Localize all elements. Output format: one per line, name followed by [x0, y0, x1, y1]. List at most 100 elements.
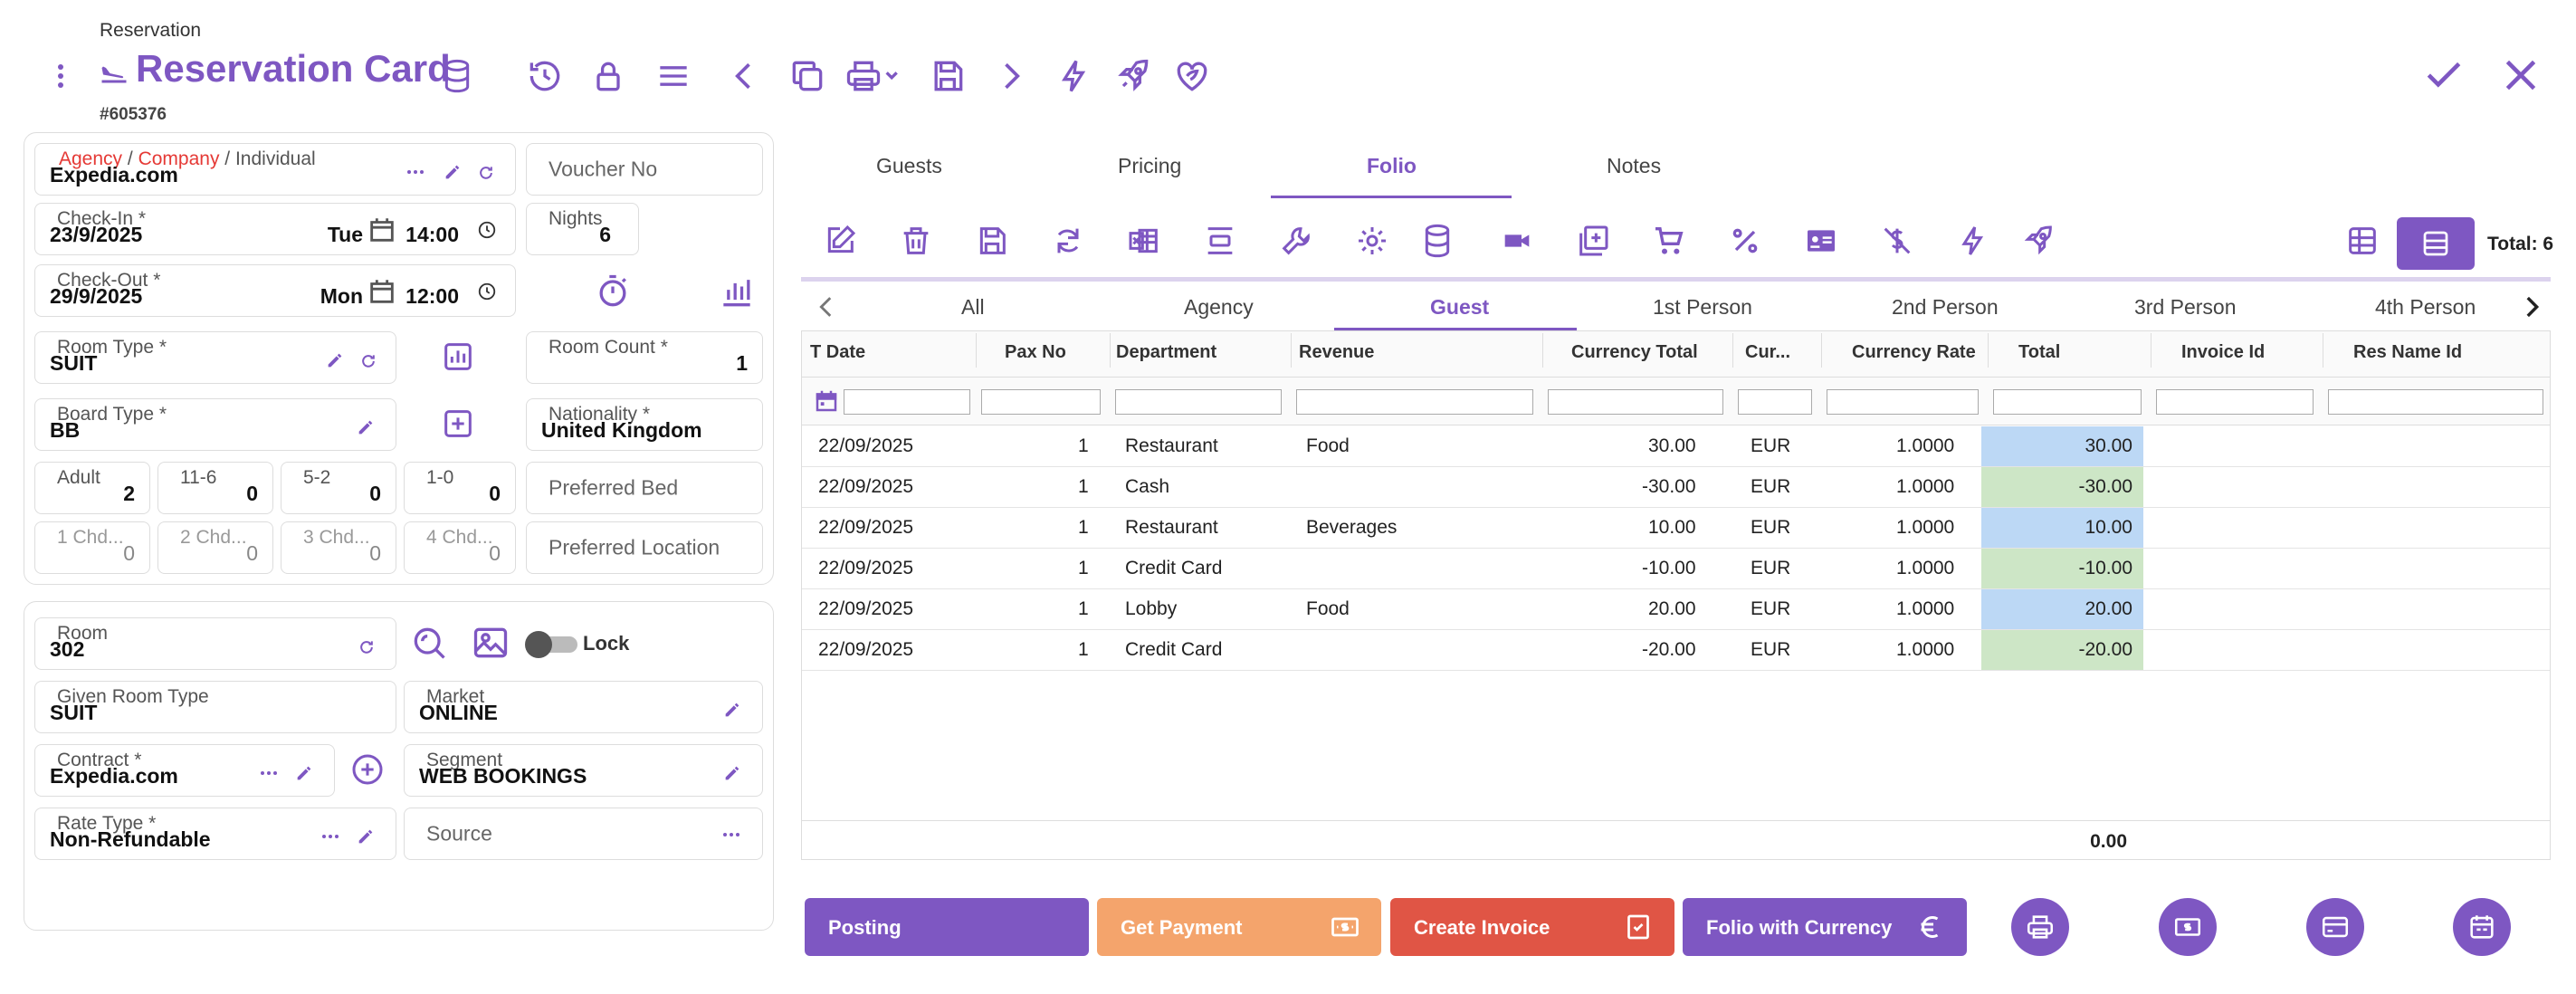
flash-icon[interactable]: [1955, 223, 1991, 259]
table-row[interactable]: 10.00 22/09/2025 1 Restaurant Beverages …: [802, 508, 2550, 549]
video-icon[interactable]: [1499, 223, 1535, 259]
more-menu-icon[interactable]: [47, 58, 74, 94]
ellipsis-icon[interactable]: [406, 167, 425, 177]
nights-field[interactable]: Nights 6: [526, 203, 639, 255]
subtab-agency[interactable]: Agency: [1184, 295, 1254, 319]
room-type-field[interactable]: Room Type * SUIT: [34, 331, 396, 384]
table-row[interactable]: -30.00 22/09/2025 1 Cash -30.00 EUR 1.00…: [802, 467, 2550, 508]
edit-pencil-icon[interactable]: [722, 763, 742, 783]
cart-icon[interactable]: [1651, 223, 1687, 259]
lock-icon[interactable]: [588, 56, 628, 96]
refresh-icon[interactable]: [358, 638, 376, 656]
id-card-icon[interactable]: [1803, 223, 1839, 259]
bar-chart-icon[interactable]: [717, 272, 757, 311]
child-11-6-field[interactable]: 11-6 0: [157, 462, 273, 514]
money-off-icon[interactable]: [1879, 223, 1915, 259]
print-button[interactable]: [2011, 898, 2069, 956]
align-icon[interactable]: [1202, 223, 1238, 259]
ellipsis-icon[interactable]: [722, 830, 740, 839]
copy-icon[interactable]: [787, 56, 827, 96]
subtab-next-icon[interactable]: [2516, 292, 2547, 322]
nationality-field[interactable]: Nationality * United Kingdom: [526, 398, 763, 451]
rocket-icon[interactable]: [1113, 56, 1153, 96]
edit-pencil-icon[interactable]: [356, 827, 376, 846]
clock-icon[interactable]: [477, 220, 497, 240]
filter-invoice-id[interactable]: [2156, 389, 2314, 415]
database-icon[interactable]: [439, 58, 475, 94]
preferred-location-input[interactable]: Preferred Location: [526, 521, 763, 574]
child-4-field[interactable]: 4 Chd... 0: [404, 521, 516, 574]
room-field[interactable]: Room 302: [34, 617, 396, 670]
given-room-type-field[interactable]: Given Room Type SUIT: [34, 681, 396, 733]
tab-notes[interactable]: Notes: [1607, 154, 1662, 177]
ellipsis-icon[interactable]: [321, 832, 339, 841]
clock-icon[interactable]: [477, 282, 497, 301]
list-view-button[interactable]: [2397, 217, 2475, 270]
column-header-total[interactable]: Total: [2018, 342, 2061, 362]
cash-payment-button[interactable]: [2159, 898, 2217, 956]
save-icon[interactable]: [928, 56, 968, 96]
source-input[interactable]: Source: [404, 808, 763, 860]
chevron-right-icon[interactable]: [991, 56, 1031, 96]
segment-field[interactable]: Segment WEB BOOKINGS: [404, 744, 763, 797]
delete-icon[interactable]: [898, 223, 934, 259]
column-header-currency-rate[interactable]: Currency Rate: [1852, 342, 1976, 362]
rocket-icon[interactable]: [2020, 223, 2056, 259]
board-type-field[interactable]: Board Type * BB: [34, 398, 396, 451]
edit-pencil-icon[interactable]: [325, 350, 345, 370]
column-header-paxno[interactable]: Pax No: [1005, 342, 1066, 362]
column-header-invoice-id[interactable]: Invoice Id: [2181, 342, 2266, 362]
lock-toggle[interactable]: [525, 630, 579, 658]
database-icon[interactable]: [1419, 223, 1455, 259]
statement-button[interactable]: [2453, 898, 2511, 956]
market-field[interactable]: Market ONLINE: [404, 681, 763, 733]
ellipsis-icon[interactable]: [260, 769, 278, 778]
table-row[interactable]: -10.00 22/09/2025 1 Credit Card -10.00 E…: [802, 549, 2550, 589]
create-invoice-button[interactable]: Create Invoice: [1390, 898, 1674, 956]
column-header-res-name-id[interactable]: Res Name Id: [2353, 342, 2463, 362]
filter-currency-total[interactable]: [1548, 389, 1723, 415]
tab-pricing[interactable]: Pricing: [1118, 154, 1182, 177]
column-header-department[interactable]: Department: [1116, 342, 1217, 362]
close-icon[interactable]: [2498, 53, 2543, 98]
column-header-currency-total[interactable]: Currency Total: [1571, 342, 1698, 362]
subtab-guest[interactable]: Guest: [1430, 295, 1490, 319]
subtab-prev-icon[interactable]: [811, 292, 842, 322]
subtab-3rd-person[interactable]: 3rd Person: [2134, 295, 2237, 319]
child-2-field[interactable]: 2 Chd... 0: [157, 521, 273, 574]
image-icon[interactable]: [471, 623, 510, 663]
checkout-time[interactable]: 12:00: [405, 284, 459, 308]
voucher-input[interactable]: Voucher No: [526, 143, 763, 196]
column-header-revenue[interactable]: Revenue: [1299, 342, 1375, 362]
tab-guests[interactable]: Guests: [876, 154, 942, 177]
agency-option[interactable]: Agency: [59, 148, 123, 169]
settings-icon[interactable]: [1354, 223, 1390, 259]
column-header-tdate[interactable]: T Date: [810, 342, 866, 362]
tab-folio[interactable]: Folio: [1367, 154, 1417, 177]
column-header-currency[interactable]: Cur...: [1745, 342, 1791, 362]
grid-view-icon[interactable]: [2344, 223, 2380, 259]
filter-revenue[interactable]: [1296, 389, 1533, 415]
checkout-field[interactable]: Check-Out * 29/9/2025 Mon 12:00: [34, 264, 516, 317]
edit-pencil-icon[interactable]: [722, 700, 742, 720]
eco-heart-icon[interactable]: [1172, 56, 1212, 96]
filter-total[interactable]: [1993, 389, 2142, 415]
child-5-2-field[interactable]: 5-2 0: [281, 462, 396, 514]
filter-currency[interactable]: [1738, 389, 1812, 415]
refresh-icon[interactable]: [477, 164, 495, 182]
company-option[interactable]: Company: [138, 148, 220, 169]
get-payment-button[interactable]: Get Payment: [1097, 898, 1381, 956]
add-circle-icon[interactable]: [349, 751, 386, 788]
subtab-all[interactable]: All: [961, 295, 985, 319]
contract-field[interactable]: Contract * Expedia.com: [34, 744, 335, 797]
card-payment-button[interactable]: [2306, 898, 2364, 956]
refresh-icon[interactable]: [359, 352, 377, 370]
checkin-field[interactable]: Check-In * 23/9/2025 Tue 14:00: [34, 203, 516, 255]
room-search-icon[interactable]: [409, 623, 449, 663]
add-square-icon[interactable]: [440, 406, 476, 442]
filter-calendar-icon[interactable]: [813, 387, 840, 415]
folio-with-currency-button[interactable]: Folio with Currency: [1683, 898, 1967, 956]
add-library-icon[interactable]: [1575, 223, 1611, 259]
calendar-icon[interactable]: [367, 276, 397, 307]
history-icon[interactable]: [525, 56, 565, 96]
